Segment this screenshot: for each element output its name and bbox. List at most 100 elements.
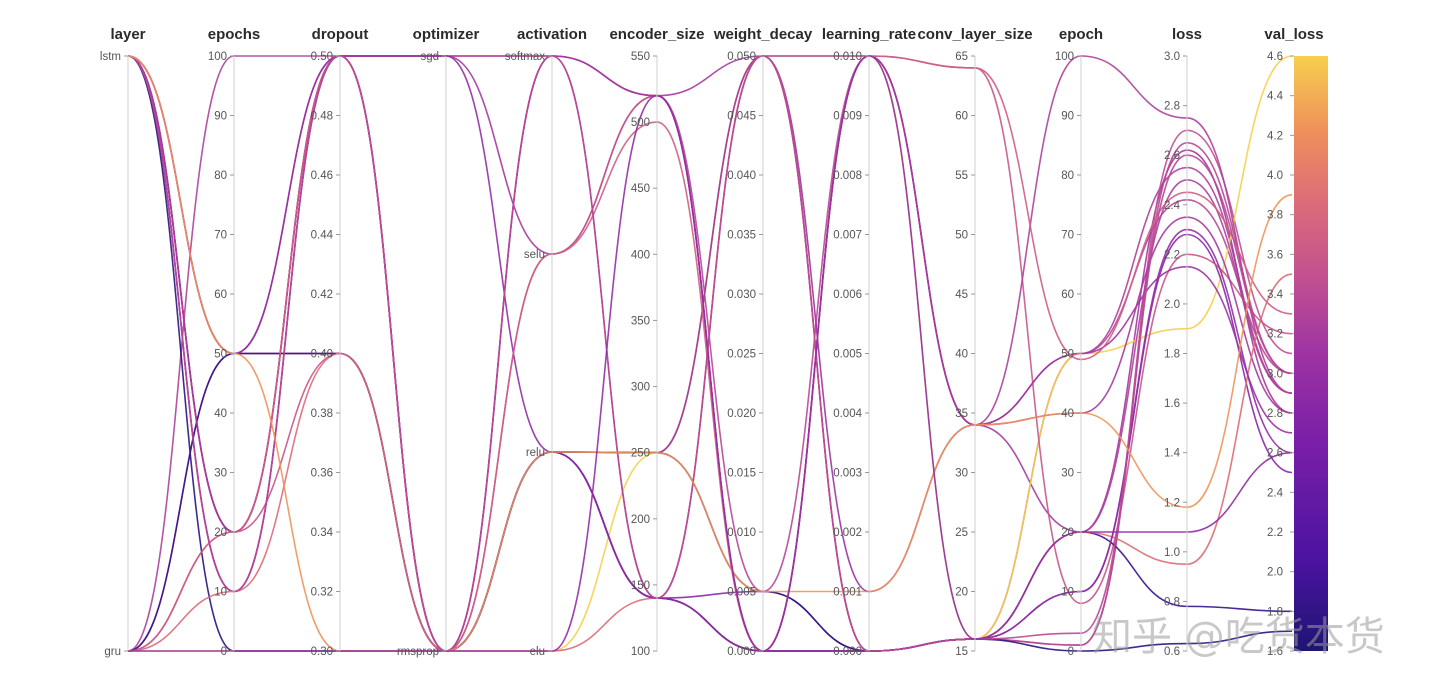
tick-label-epoch: 40 (1061, 408, 1074, 420)
axis-loss: loss 3.0 2.8 2.6 2.4 2.2 2.0 1.8 1.6 1.4 1.2 1.0 0.8… (1164, 26, 1202, 658)
axis-title-optimizer: optimizer (413, 26, 480, 43)
tick-label-loss: 1.6 (1164, 398, 1180, 410)
tick-label-encoder_size: 450 (631, 183, 650, 195)
tick-label-epoch: 30 (1061, 468, 1074, 480)
colorbar-tick-label: 1.8 (1267, 606, 1283, 618)
tick-label-weight_decay: 0.000 (727, 646, 756, 658)
axis-title-encoder_size: encoder_size (609, 26, 704, 43)
tick-label-encoder_size: 200 (631, 514, 650, 526)
tick-label-learning_rate: 0.010 (833, 51, 862, 63)
tick-label-optimizer: sgd (420, 51, 439, 63)
tick-label-loss: 1.0 (1164, 547, 1180, 559)
colorbar-tick-label: 2.4 (1267, 487, 1284, 499)
tick-label-dropout: 0.50 (311, 51, 333, 63)
tick-label-epoch: 100 (1055, 51, 1074, 63)
tick-label-weight_decay: 0.045 (727, 111, 756, 123)
axis-layer: layer lstm gru (100, 26, 146, 658)
watermark: 知乎 @吃货本货 (1092, 614, 1385, 660)
tick-label-epochs: 30 (214, 468, 227, 480)
tick-label-epochs: 70 (214, 230, 227, 242)
colorbar-tick-label: 2.2 (1267, 527, 1283, 539)
axes: layerlstmgruepochs1009080706050403020100… (100, 26, 1324, 658)
tick-label-conv_layer_size: 35 (955, 408, 968, 420)
tick-label-conv_layer_size: 30 (955, 468, 968, 480)
tick-label-epoch: 0 (1068, 646, 1074, 658)
tick-label-conv_layer_size: 20 (955, 587, 968, 599)
tick-label-epoch: 50 (1061, 349, 1074, 361)
tick-label-conv_layer_size: 60 (955, 111, 968, 123)
tick-label-loss: 2.8 (1164, 101, 1180, 113)
tick-label-weight_decay: 0.025 (727, 349, 756, 361)
tick-label-loss: 3.0 (1164, 51, 1180, 63)
tick-label-dropout: 0.46 (311, 170, 333, 182)
axis-title-val_loss: val_loss (1264, 26, 1323, 43)
tick-label-activation: relu (526, 447, 545, 459)
tick-label-dropout: 0.36 (311, 468, 333, 480)
tick-label-epochs: 50 (214, 349, 227, 361)
tick-label-weight_decay: 0.005 (727, 587, 756, 599)
tick-label-conv_layer_size: 25 (955, 527, 968, 539)
tick-label-dropout: 0.48 (311, 111, 333, 123)
tick-label-epoch: 90 (1061, 111, 1074, 123)
axis-learning_rate: learning_rate 0.010 0.009 0.008 0.007 0.006 0.… (822, 26, 916, 658)
axis-weight_decay: weight_decay 0.050 0.045 0.040 0.035 0.030 0.0… (713, 26, 813, 658)
tick-label-optimizer: rmsprop (397, 646, 439, 658)
colorbar-tick-label: 2.8 (1267, 408, 1283, 420)
tick-label-encoder_size: 300 (631, 382, 650, 394)
tick-label-layer: gru (104, 646, 121, 658)
tick-label-dropout: 0.30 (311, 646, 333, 658)
tick-label-layer: lstm (100, 51, 121, 63)
axis-title-activation: activation (517, 26, 587, 43)
tick-label-dropout: 0.40 (311, 349, 333, 361)
axis-optimizer: optimizer sgd rmsprop (397, 26, 480, 658)
tick-label-epochs: 20 (214, 527, 227, 539)
val-loss-colorbar: 4.6 4.4 4.2 4.0 3.8 3.6 3.4 3.2 3.0 2.8 2.6 2.4 2.2 2… (1267, 51, 1328, 658)
tick-label-conv_layer_size: 50 (955, 230, 968, 242)
tick-label-conv_layer_size: 15 (955, 646, 968, 658)
colorbar-tick-label: 3.2 (1267, 329, 1283, 341)
tick-label-weight_decay: 0.050 (727, 51, 756, 63)
tick-label-weight_decay: 0.020 (727, 408, 756, 420)
colorbar-tick-label: 3.4 (1267, 289, 1284, 301)
tick-label-epochs: 80 (214, 170, 227, 182)
tick-label-learning_rate: 0.007 (833, 230, 862, 242)
tick-label-conv_layer_size: 65 (955, 51, 968, 63)
tick-label-epochs: 60 (214, 289, 227, 301)
tick-label-loss: 1.8 (1164, 349, 1180, 361)
colorbar-tick-label: 3.6 (1267, 249, 1283, 261)
axis-title-layer: layer (110, 26, 145, 43)
run-line-13 (127, 352, 1293, 652)
tick-label-epoch: 20 (1061, 527, 1074, 539)
tick-label-learning_rate: 0.001 (833, 587, 862, 599)
colorbar-tick-label: 3.0 (1267, 368, 1283, 380)
tick-label-encoder_size: 550 (631, 51, 650, 63)
axis-dropout: dropout 0.50 0.48 0.46 0.44 0.42 0.40 0.38 0.36 0… (311, 26, 369, 658)
tick-label-loss: 0.6 (1164, 646, 1180, 658)
colorbar-tick-label: 3.8 (1267, 210, 1283, 222)
tick-label-activation: elu (530, 646, 545, 658)
tick-label-activation: selu (524, 249, 545, 261)
tick-label-learning_rate: 0.004 (833, 408, 862, 420)
tick-label-dropout: 0.34 (311, 527, 334, 539)
run-line-18 (127, 55, 1293, 652)
tick-label-weight_decay: 0.035 (727, 230, 756, 242)
tick-label-learning_rate: 0.009 (833, 111, 862, 123)
axis-title-weight_decay: weight_decay (713, 26, 813, 43)
tick-label-epoch: 70 (1061, 230, 1074, 242)
tick-label-loss: 1.2 (1164, 497, 1180, 509)
tick-label-loss: 2.6 (1164, 150, 1180, 162)
tick-label-encoder_size: 100 (631, 646, 650, 658)
tick-label-weight_decay: 0.015 (727, 468, 756, 480)
axis-title-learning_rate: learning_rate (822, 26, 916, 43)
run-lines (127, 55, 1293, 652)
tick-label-encoder_size: 500 (631, 117, 650, 129)
tick-label-learning_rate: 0.008 (833, 170, 862, 182)
tick-label-learning_rate: 0.005 (833, 349, 862, 361)
tick-label-dropout: 0.38 (311, 408, 333, 420)
axis-conv_layer_size: conv_layer_size 65 60 55 50 45 40 35 30 25 20 15 (917, 26, 1032, 658)
tick-label-learning_rate: 0.002 (833, 527, 862, 539)
axis-title-conv_layer_size: conv_layer_size (917, 26, 1032, 43)
